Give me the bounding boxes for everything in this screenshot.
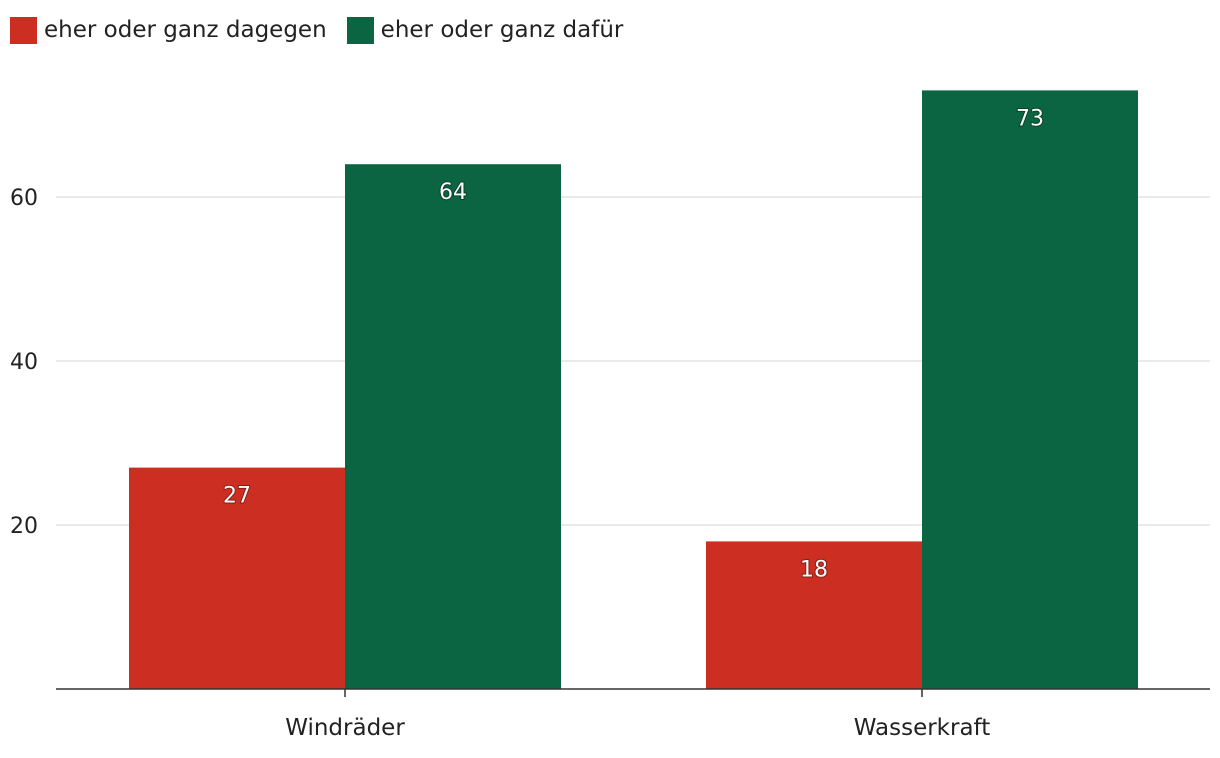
bars <box>129 90 1138 689</box>
legend-item-dafuer: eher oder ganz dafür <box>346 16 624 44</box>
data-labels: 27 64 18 73 <box>222 105 1045 583</box>
y-tick-label-60: 60 <box>10 186 38 211</box>
legend-label-dafuer: eher oder ganz dafür <box>380 17 624 43</box>
y-tick-label-40: 40 <box>10 350 38 375</box>
data-label-1-1: 73 <box>1016 106 1044 131</box>
bar-1-1 <box>922 90 1138 689</box>
bar-0-1 <box>345 164 561 689</box>
bar-0-0 <box>129 467 345 689</box>
bar-1-0 <box>706 541 922 689</box>
y-axis-ticks: 20 40 60 <box>10 186 38 539</box>
data-label-1-0: 18 <box>800 557 828 582</box>
legend-swatch-dafuer <box>346 16 374 44</box>
data-label-0-0: 27 <box>223 484 251 509</box>
x-category-label-1: Wasserkraft <box>854 715 991 741</box>
x-axis: Windräder Wasserkraft <box>56 688 1210 741</box>
legend-item-dagegen: eher oder ganz dagegen <box>10 16 327 44</box>
y-tick-label-20: 20 <box>10 514 38 539</box>
data-label-0-1: 64 <box>439 180 467 205</box>
legend-label-dagegen: eher oder ganz dagegen <box>44 17 327 43</box>
chart-legend: eher oder ganz dagegen eher oder ganz da… <box>10 14 643 46</box>
x-category-label-0: Windräder <box>285 715 405 741</box>
legend-swatch-dagegen <box>10 16 37 44</box>
